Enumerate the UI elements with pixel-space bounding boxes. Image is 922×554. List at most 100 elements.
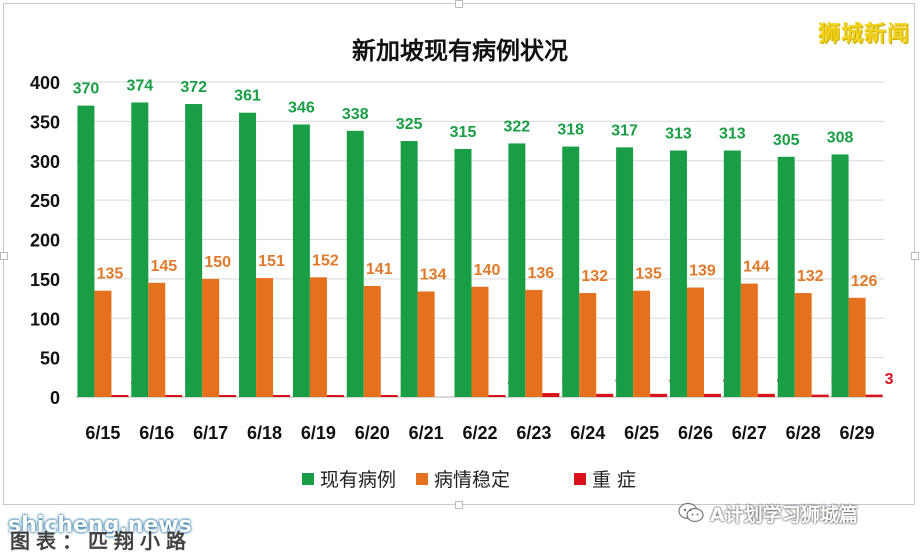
y-tick-label: 0 — [50, 388, 60, 408]
data-label: 126 — [851, 273, 878, 290]
legend-label: 病情稳定 — [434, 469, 510, 491]
data-label: 361 — [234, 88, 261, 105]
y-tick-label: 300 — [30, 152, 60, 172]
bar-stable — [848, 297, 866, 397]
data-label: 136 — [528, 265, 555, 282]
brand-logo: 狮城新闻 — [817, 21, 910, 47]
bar-active — [562, 146, 580, 397]
bar-stable — [202, 278, 220, 397]
bar-active — [669, 150, 687, 397]
x-tick-label: 6/27 — [732, 423, 767, 443]
data-label: 135 — [97, 266, 124, 283]
legend-swatch — [302, 473, 314, 485]
bar-critical — [542, 393, 560, 397]
bar-active — [77, 105, 95, 397]
x-tick-label: 6/28 — [786, 423, 821, 443]
legend-label: 重 症 — [592, 469, 636, 491]
bar-critical — [326, 395, 344, 397]
data-label: 151 — [258, 253, 285, 270]
x-tick-label: 6/16 — [139, 423, 174, 443]
x-tick-label: 6/17 — [193, 423, 228, 443]
bar-critical — [165, 395, 183, 397]
data-label: 338 — [342, 106, 369, 123]
bar-active — [777, 156, 795, 397]
data-label: 346 — [288, 100, 315, 117]
bar-critical — [811, 394, 829, 397]
resize-handle-top[interactable] — [455, 0, 463, 8]
bar-active — [508, 143, 526, 397]
bar-active — [400, 141, 418, 397]
data-label: 315 — [450, 124, 477, 141]
data-label: 3 — [885, 371, 894, 388]
bar-critical — [219, 395, 237, 397]
bar-stable — [633, 290, 651, 397]
data-label: 141 — [366, 261, 393, 278]
source-caption: 图表：匹翔小路 — [10, 529, 192, 553]
bar-critical — [488, 395, 506, 397]
data-label: 372 — [180, 79, 207, 96]
data-label: 134 — [420, 266, 447, 283]
data-label: 150 — [204, 254, 231, 271]
y-tick-label: 400 — [30, 73, 60, 93]
bar-active — [346, 130, 364, 397]
data-label: 322 — [504, 118, 531, 135]
x-tick-label: 6/23 — [516, 423, 551, 443]
bar-critical — [757, 393, 775, 397]
bar-active — [616, 147, 634, 397]
bar-chart: 新加坡现有病例状况0501001502002503003504003701352… — [30, 37, 894, 491]
resize-handle-bottom[interactable] — [455, 501, 463, 509]
x-tick-label: 6/18 — [247, 423, 282, 443]
wechat-icon — [678, 502, 704, 523]
bar-stable — [579, 293, 597, 397]
bar-critical — [380, 395, 398, 397]
bar-stable — [740, 283, 758, 397]
data-label: 144 — [743, 259, 770, 276]
data-label: 317 — [611, 122, 638, 139]
bar-active — [292, 124, 310, 398]
x-tick-label: 6/20 — [355, 423, 390, 443]
bar-stable — [94, 290, 112, 397]
bar-critical — [273, 395, 291, 397]
y-tick-label: 200 — [30, 231, 60, 251]
x-tick-label: 6/22 — [462, 423, 497, 443]
bar-critical — [703, 393, 721, 397]
bar-stable — [525, 289, 543, 397]
x-tick-label: 6/19 — [301, 423, 336, 443]
x-tick-label: 6/25 — [624, 423, 659, 443]
x-tick-label: 6/21 — [409, 423, 444, 443]
x-tick-label: 6/15 — [85, 423, 120, 443]
y-tick-label: 100 — [30, 309, 60, 329]
bar-stable — [471, 286, 489, 397]
bar-active — [131, 102, 149, 397]
resize-handle-right[interactable] — [911, 252, 919, 260]
bar-active — [723, 150, 741, 397]
data-label: 152 — [312, 252, 339, 269]
legend-label: 现有病例 — [320, 469, 396, 491]
bar-critical — [596, 393, 614, 397]
y-tick-label: 50 — [40, 349, 60, 369]
resize-handle-left[interactable] — [0, 252, 8, 260]
data-label: 313 — [719, 126, 746, 143]
data-label: 132 — [797, 268, 824, 285]
bar-stable — [794, 293, 812, 397]
bar-critical — [650, 393, 668, 397]
x-tick-label: 6/29 — [840, 423, 875, 443]
data-label: 135 — [635, 266, 662, 283]
bar-active — [185, 104, 203, 398]
data-label: 308 — [827, 129, 854, 146]
data-label: 374 — [126, 77, 153, 94]
bar-stable — [256, 278, 274, 397]
y-tick-label: 350 — [30, 112, 60, 132]
chart-frame: 新加坡现有病例状况0501001502002503003504003701352… — [3, 3, 915, 505]
bar-active — [454, 148, 472, 397]
bar-critical — [111, 395, 129, 397]
chart-title: 新加坡现有病例状况 — [352, 37, 568, 65]
bar-active — [239, 112, 257, 398]
legend-swatch — [574, 473, 586, 485]
data-label: 145 — [150, 258, 177, 275]
bar-stable — [686, 287, 704, 397]
data-label: 313 — [665, 126, 692, 143]
bar-critical — [865, 394, 883, 397]
x-tick-label: 6/24 — [570, 423, 605, 443]
data-label: 325 — [396, 116, 423, 133]
